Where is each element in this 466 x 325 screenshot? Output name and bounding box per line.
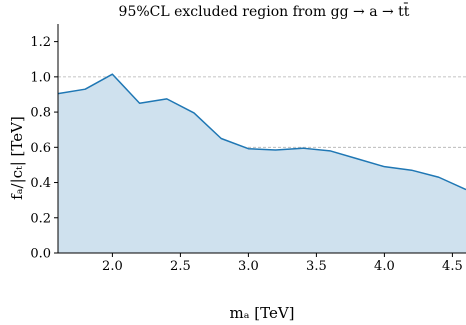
x-tick-label: 4.5 — [442, 259, 463, 274]
y-tick-label: 0.2 — [30, 211, 51, 226]
y-tick-label: 0.0 — [30, 247, 51, 262]
chart-title: 95%CL excluded region from gg → a → tt̄ — [119, 2, 410, 20]
axes-layer — [57, 24, 466, 254]
y-tick-label: 0.6 — [30, 141, 51, 156]
excluded-region-fill — [58, 74, 466, 253]
x-axis-label: mₐ [TeV] — [229, 304, 294, 322]
x-ticks: 2.0 2.5 3.0 3.5 4.0 4.5 — [102, 253, 463, 274]
x-tick-label: 3.5 — [306, 259, 327, 274]
y-tick-label: 0.4 — [30, 176, 51, 191]
x-tick-label: 3.0 — [238, 259, 259, 274]
y-ticks: 0.0 0.2 0.4 0.6 0.8 1.0 1.2 — [30, 35, 58, 262]
y-tick-label: 0.8 — [30, 106, 51, 121]
y-axis-label: fₐ/|cₜ| [TeV] — [8, 116, 26, 200]
y-tick-label: 1.2 — [30, 35, 51, 50]
x-tick-label: 2.5 — [170, 259, 191, 274]
y-tick-label: 1.0 — [30, 70, 51, 85]
exclusion-boundary-line — [57, 73, 466, 191]
area-layer — [57, 73, 466, 253]
x-tick-label: 4.0 — [374, 259, 395, 274]
x-tick-label: 2.0 — [102, 259, 123, 274]
